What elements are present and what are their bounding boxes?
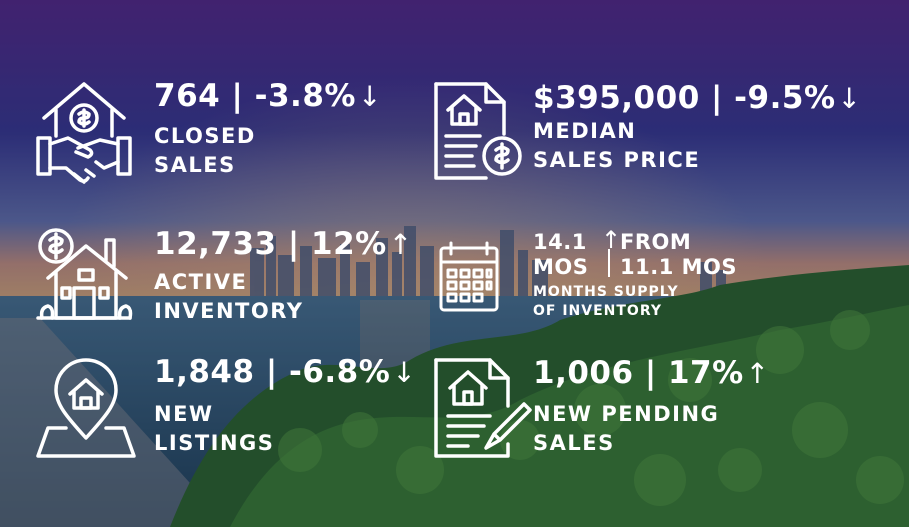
- months-supply-change-line1: FROM: [620, 230, 692, 254]
- pending-sales-label-line2: SALES: [533, 431, 615, 455]
- closed-sales-value: 764 | -3.8%: [154, 78, 356, 114]
- new-listings-label-line1: NEW: [154, 402, 214, 426]
- arrow-down-icon: ↓: [357, 80, 382, 113]
- active-inventory-label-line1: ACTIVE: [154, 270, 248, 294]
- new-listings-label-line2: LISTINGS: [154, 431, 275, 455]
- months-supply-change-line2: 11.1 MOS: [620, 255, 737, 279]
- arrow-down-icon: ↓: [837, 82, 862, 115]
- active-inventory-value: 12,733 | 12%: [154, 226, 387, 262]
- arrow-up-icon: ↑: [745, 357, 770, 390]
- document-pen-icon: [432, 356, 532, 460]
- closed-sales-label-line1: CLOSED: [154, 124, 256, 148]
- months-supply-divider: [608, 249, 610, 277]
- pending-sales-label-line1: NEW PENDING: [533, 402, 720, 426]
- pending-sales-value: 1,006 | 17%: [533, 355, 744, 391]
- median-price-value: $395,000 | -9.5%: [533, 80, 836, 116]
- house-handshake-icon: [34, 78, 134, 188]
- calendar-icon: [437, 240, 501, 316]
- months-supply-value-line2: MOS: [533, 255, 589, 279]
- active-inventory-label-line2: INVENTORY: [154, 299, 304, 323]
- median-price-label-line1: MEDIAN: [533, 119, 637, 143]
- median-price-label-line2: SALES PRICE: [533, 148, 701, 172]
- arrow-up-icon: ↑: [388, 228, 413, 261]
- document-dollar-icon: [432, 80, 524, 184]
- arrow-up-icon: ↑: [601, 226, 622, 254]
- closed-sales-label-line2: SALES: [154, 153, 236, 177]
- months-supply-label-line2: OF INVENTORY: [533, 303, 662, 319]
- map-pin-house-icon: [36, 356, 136, 460]
- house-dollar-icon: [34, 226, 134, 326]
- months-supply-value-line1: 14.1: [533, 230, 587, 254]
- arrow-down-icon: ↓: [392, 356, 417, 389]
- months-supply-label-line1: MONTHS SUPPLY: [533, 284, 679, 300]
- new-listings-value: 1,848 | -6.8%: [154, 354, 391, 390]
